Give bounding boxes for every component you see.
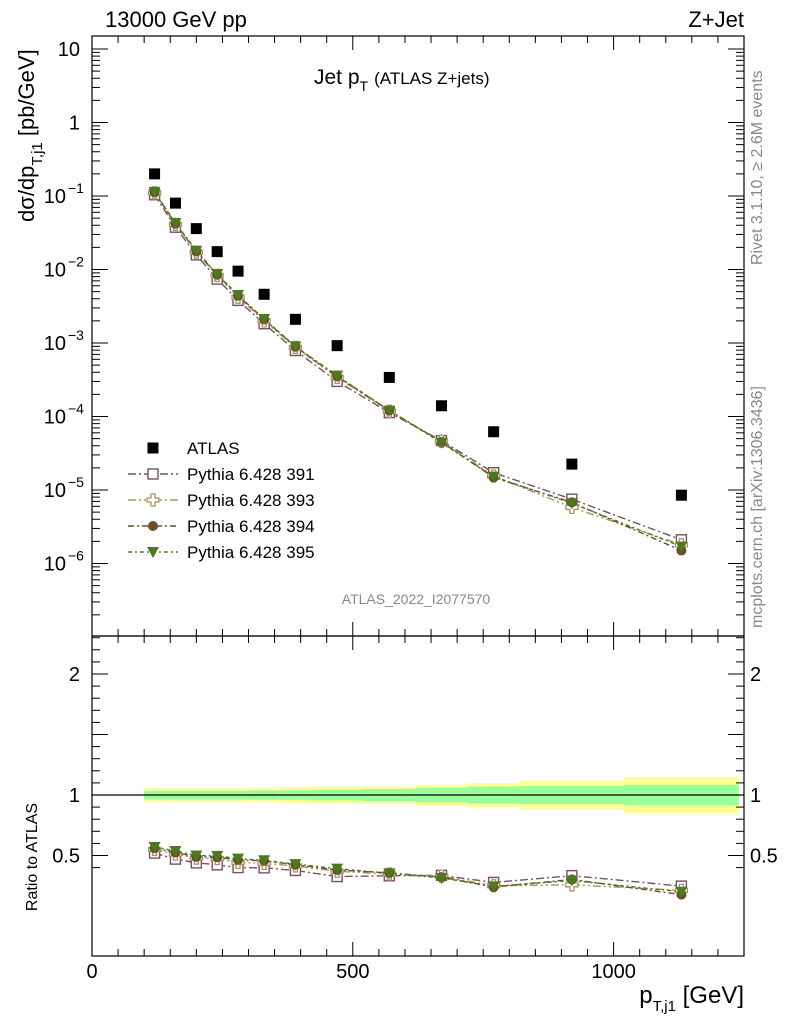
- legend-item: ATLAS: [147, 439, 240, 458]
- rivet-label: Rivet 3.1.10, ≥ 2.6M events: [749, 70, 766, 265]
- mcplots-label: mcplots.cern.ch [arXiv:1306.3436]: [749, 386, 766, 628]
- atlas-point: [675, 489, 687, 501]
- legend-label: Pythia 6.428 394: [187, 517, 315, 536]
- y-tick-label: 10: [44, 260, 66, 282]
- legend-label: ATLAS: [187, 439, 240, 458]
- legend-item: Pythia 6.428 393: [128, 491, 315, 510]
- ratio-series: [147, 842, 689, 900]
- atlas-point: [435, 400, 447, 412]
- atlas-point: [258, 288, 270, 300]
- ratio-y-ticks: 2 2 1 1 0.5 0.5: [52, 637, 778, 869]
- y-tick-label: 10: [44, 480, 66, 502]
- series-point: [435, 437, 448, 449]
- y-tick-label: 10: [44, 554, 66, 576]
- atlas-point: [566, 458, 578, 470]
- ratio-point: [565, 875, 578, 887]
- legend-marker: [147, 468, 159, 480]
- ratio-plot: 0 500 1000 2 2 1 1 0.5 0.5: [52, 36, 778, 983]
- atlas-point: [169, 197, 181, 209]
- ratio-point: [383, 868, 396, 880]
- series-point: [232, 289, 245, 301]
- legend-label: Pythia 6.428 391: [187, 465, 315, 484]
- y-tick-label: 10: [58, 39, 80, 61]
- y-tick-label: 10: [44, 407, 66, 429]
- x-tick-label: 500: [336, 961, 369, 983]
- series-point: [289, 341, 302, 353]
- series-point: [148, 186, 161, 198]
- legend-marker: [148, 521, 158, 531]
- y-tick-exponent: −4: [68, 401, 84, 417]
- y-tick-exponent: −6: [68, 548, 84, 564]
- legend-label: Pythia 6.428 395: [187, 543, 315, 562]
- series-point: [331, 370, 344, 382]
- legend: ATLAS Pythia 6.428 391 Pythia 6.428 393 Pyt…: [128, 439, 315, 562]
- ratio-point: [211, 850, 224, 862]
- ratio-point: [169, 845, 182, 857]
- atlas-point: [190, 223, 202, 235]
- y-tick-label: 10: [44, 333, 66, 355]
- legend-item: Pythia 6.428 391: [128, 465, 315, 484]
- y-tick-exponent: −2: [68, 254, 84, 270]
- legend-marker: [147, 442, 159, 454]
- atlas-point: [488, 426, 500, 438]
- atlas-point: [331, 340, 343, 352]
- analysis-tag: ATLAS_2022_I2077570: [342, 591, 491, 607]
- x-ticks: 0 500 1000: [86, 36, 745, 983]
- y-tick-exponent: −1: [68, 180, 84, 196]
- atlas-point: [149, 168, 161, 180]
- ratio-point: [675, 886, 688, 898]
- series-point: [383, 405, 396, 417]
- ratio-tick-label-left: 0.5: [52, 846, 80, 868]
- series-point: [190, 245, 203, 257]
- series-point: [211, 268, 224, 280]
- ratio-point: [258, 855, 271, 867]
- y-tick-label: 10: [44, 186, 66, 208]
- ratio-frame: [91, 635, 745, 957]
- ratio-point: [487, 881, 500, 893]
- series-point: [169, 217, 182, 229]
- collision-label: 13000 GeV pp: [105, 7, 247, 32]
- y-tick-label: 1: [69, 113, 80, 135]
- ratio-point: [232, 853, 245, 865]
- main-series: [147, 168, 689, 556]
- ratio-tick-label-left: 1: [69, 785, 80, 807]
- legend-item: Pythia 6.428 394: [128, 517, 315, 536]
- series-point: [565, 498, 578, 510]
- legend-item: Pythia 6.428 395: [128, 543, 315, 562]
- series-point: [258, 314, 271, 326]
- ratio-tick-label-left: 2: [69, 664, 80, 686]
- ratio-y-axis-label: Ratio to ATLAS: [24, 803, 41, 911]
- ratio-point: [331, 863, 344, 875]
- series-point: [675, 541, 688, 553]
- x-tick-label: 1000: [591, 961, 636, 983]
- legend-marker: [147, 547, 159, 558]
- series-line: [154, 194, 682, 541]
- y-tick-exponent: −5: [68, 474, 84, 490]
- ratio-point: [289, 859, 302, 871]
- atlas-point: [211, 246, 223, 258]
- x-tick-label: 0: [86, 961, 97, 983]
- legend-label: Pythia 6.428 393: [187, 491, 315, 510]
- atlas-point: [232, 265, 244, 277]
- plot-title: Jet pT (ATLAS Z+jets): [314, 66, 490, 94]
- series-point: [487, 471, 500, 483]
- y-tick-exponent: −3: [68, 327, 84, 343]
- legend-marker: [146, 493, 160, 507]
- atlas-point: [383, 371, 395, 383]
- ratio-point: [435, 872, 448, 884]
- y-axis-label: dσ/dpT,j1 [pb/GeV]: [14, 49, 46, 222]
- x-axis-label: pT,j1 [GeV]: [639, 982, 744, 1015]
- atlas-point: [289, 313, 301, 325]
- ratio-tick-label-right: 1: [750, 785, 761, 807]
- ratio-point: [148, 842, 161, 854]
- ratio-tick-label-right: 2: [750, 664, 761, 686]
- process-label: Z+Jet: [688, 7, 744, 32]
- ratio-point: [190, 850, 203, 862]
- ratio-tick-label-right: 0.5: [750, 846, 778, 868]
